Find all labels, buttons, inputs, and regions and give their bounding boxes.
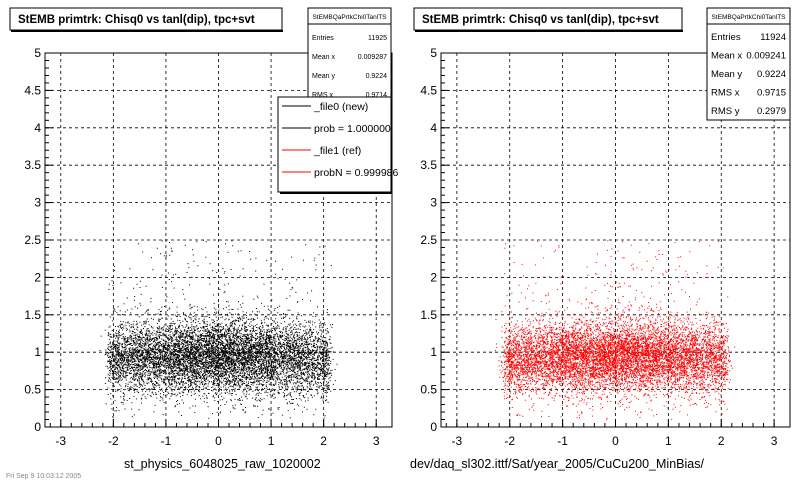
chart-title: StEMB primtrk: Chisq0 vs tanl(dip), tpc+…: [18, 14, 255, 26]
y-tick-label: 2: [430, 270, 437, 284]
footer-timestamp: Fri Sep 9 10:03:12 2005: [6, 473, 81, 480]
y-tick-label: 1: [430, 345, 437, 359]
y-tick-label: 1.5: [420, 308, 437, 322]
y-tick-label: 1: [34, 345, 41, 359]
y-tick-label: 4: [34, 121, 41, 135]
y-tick-label: 4: [430, 121, 437, 135]
stats-label: Entries: [711, 32, 741, 43]
y-tick-label: 2.5: [24, 233, 41, 247]
stats-label: Mean y: [312, 73, 335, 80]
x-tick-label: 1: [665, 434, 672, 448]
scatter-points-2: [495, 240, 736, 421]
legend-entry: _file1 (ref): [313, 145, 361, 157]
y-tick-label: 3.5: [420, 158, 437, 172]
y-tick-label: 2.5: [420, 233, 437, 247]
x-tick-label: 2: [320, 434, 327, 448]
stats-value: 0.2979: [757, 106, 786, 117]
x-tick-label: 3: [373, 434, 380, 448]
stats-label: RMS y: [711, 106, 740, 117]
stats-value: 0.009241: [746, 51, 786, 62]
x-tick-label: -1: [161, 434, 172, 448]
x-tick-label: 2: [718, 434, 725, 448]
y-tick-label: 0.5: [24, 383, 41, 397]
y-tick-label: 0: [430, 420, 437, 434]
stats-label: Mean x: [312, 54, 335, 61]
y-tick-label: 1.5: [24, 308, 41, 322]
y-tick-label: 5: [430, 46, 437, 60]
chart-title: StEMB primtrk: Chisq0 vs tanl(dip), tpc+…: [422, 14, 659, 26]
x-axis-label: st_physics_6048025_raw_1020002: [124, 457, 321, 471]
x-tick-label: 0: [612, 434, 619, 448]
x-tick-label: -2: [504, 434, 515, 448]
plot-panel-1: -3 -2 -1 0 1 2 3 0 0.5 1 1.5 2 2.5 3 3.5 4 4.5 5 StEMB pri…: [9, 7, 399, 471]
y-tick-label: 0: [34, 420, 41, 434]
stats-value: 0.009287: [358, 54, 387, 61]
y-tick-label: 0.5: [420, 383, 437, 397]
stats-value: 11925: [368, 35, 387, 42]
stats-value: 11924: [760, 32, 786, 43]
stats-value: 0.9224: [366, 73, 388, 80]
x-tick-label: -2: [108, 434, 119, 448]
legend-entry: _file0 (new): [313, 101, 368, 113]
y-tick-label: 5: [34, 46, 41, 60]
y-tick-label: 4.5: [420, 83, 437, 97]
stats-label: RMS x: [312, 92, 334, 99]
x-tick-label: -3: [452, 434, 463, 448]
x-tick-label: 3: [771, 434, 778, 448]
stats-value: 0.9714: [366, 92, 388, 99]
stats-label: Mean y: [711, 69, 742, 80]
y-tick-label: 3: [34, 196, 41, 210]
stats-name: StEMBQaPrtkChi0TanlTS: [711, 14, 786, 21]
legend-entry: probN = 0.999986: [314, 167, 399, 179]
legend-box: [277, 96, 392, 193]
y-tick-label: 2: [34, 270, 41, 284]
x-tick-label: 0: [215, 434, 222, 448]
stats-value: 0.9715: [757, 88, 786, 99]
y-tick-label: 3: [430, 196, 437, 210]
legend: _file0 (new) prob = 1.000000 _file1 (ref) p…: [277, 96, 399, 194]
plot-panel-2: -3 -2 -1 0 1 2 3 0 0.5 1 1.5 2 2.5 3 3.5 4 4.5 5 StEMB pri…: [410, 7, 791, 471]
x-tick-label: -1: [557, 434, 568, 448]
stats-value: 0.9224: [757, 69, 786, 80]
stats-label: Mean x: [711, 51, 742, 62]
x-tick-label: 1: [268, 434, 275, 448]
stats-label: RMS x: [711, 88, 740, 99]
scatter-points-1: [99, 239, 338, 419]
x-tick-label: -3: [55, 434, 66, 448]
stats-box: [706, 7, 791, 121]
x-axis-label: dev/daq_sl302.ittf/Sat/year_2005/CuCu200…: [410, 457, 704, 471]
stats-name: StEMBQaPrtkChi0TanlTS: [312, 14, 387, 21]
stats-label: Entries: [312, 35, 334, 42]
y-tick-label: 4.5: [24, 83, 41, 97]
y-tick-label: 3.5: [24, 158, 41, 172]
legend-entry: prob = 1.000000: [314, 123, 391, 135]
